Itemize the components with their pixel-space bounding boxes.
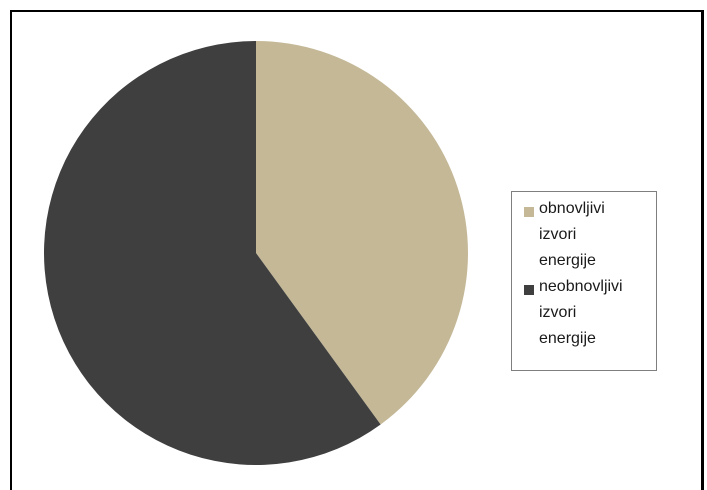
pie-slices — [44, 41, 468, 465]
pie-slice-neobnovljivi — [44, 41, 381, 465]
legend-item-neobnovljivi: neobnovljivi izvori energije — [524, 278, 648, 352]
legend-swatch-neobnovljivi — [524, 285, 534, 295]
legend-swatch-obnovljivi — [524, 207, 534, 217]
legend: obnovljivi izvori energije neobnovljivi … — [511, 191, 657, 371]
legend-label-neobnovljivi: neobnovljivi izvori energije — [539, 278, 623, 347]
legend-label-obnovljivi: obnovljivi izvori energije — [539, 200, 605, 269]
pie-slice-obnovljivi — [256, 41, 468, 425]
legend-item-obnovljivi: obnovljivi izvori energije — [524, 200, 648, 274]
